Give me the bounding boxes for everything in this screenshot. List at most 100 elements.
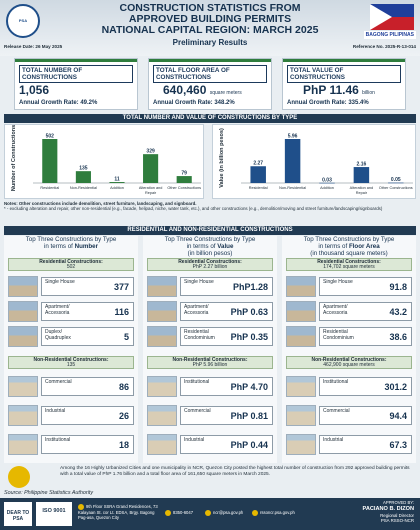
list-item-box: Residential Condominium 38.6 xyxy=(319,327,412,346)
list-item-box: Single House 377 xyxy=(41,277,134,296)
list-item-name: Commercial xyxy=(184,408,211,414)
notes-line-2: * - excluding alteration and repair, oth… xyxy=(4,206,383,212)
header: PSA CONSTRUCTION STATISTICS FROM APPROVE… xyxy=(0,0,420,56)
commercial-building-icon xyxy=(147,434,177,455)
non-residential-subheading-title: Non-Residential Constructions: xyxy=(311,356,387,363)
list-item-name: Institutional xyxy=(323,379,349,385)
chart-data-label: 329 xyxy=(146,149,155,155)
list-item-box: Apartment/ Accessoria PhP 0.63 xyxy=(180,302,273,321)
kpi-unit: billion xyxy=(362,90,375,96)
residential-building-icon xyxy=(8,276,38,297)
list-item: Commercial 94.4 xyxy=(286,405,412,426)
residential-subheading-title: Residential Constructions: xyxy=(178,258,242,265)
list-item-value: 5 xyxy=(123,332,129,342)
non-residential-subheading-total: 462,900 square meters xyxy=(323,362,375,369)
list-item: Apartment/ Accessoria PhP 0.63 xyxy=(147,301,273,322)
list-item-name: Commercial xyxy=(45,379,72,385)
chart-category-label: Other Constructions xyxy=(379,186,413,190)
type-section-title: TOTAL NUMBER AND VALUE OF CONSTRUCTIONS … xyxy=(4,114,416,123)
kpi-value: 640,460 square meters xyxy=(163,83,242,97)
non-residential-subheading-title: Non-Residential Constructions: xyxy=(172,356,248,363)
list-item-name: Residential Condominium xyxy=(184,329,215,341)
chart-bar xyxy=(75,171,91,183)
residential-subheading-total: 174,702 square meters xyxy=(323,264,375,271)
chart-data-label: 0.05 xyxy=(391,177,401,183)
column-heading-unit: (in thousand square meters) xyxy=(310,250,388,257)
chart-category-label: Repair xyxy=(145,191,157,195)
chart-category-label: Repair xyxy=(356,191,368,195)
list-item-box: Commercial 94.4 xyxy=(319,406,412,425)
list-item-box: Single House PhP1.28 xyxy=(180,277,273,296)
footer-address: 9th Floor SSRA Grand Residences, 73 Kala… xyxy=(78,504,158,520)
kpi-label: TOTAL VALUE OF CONSTRUCTIONS xyxy=(287,65,401,83)
commercial-building-icon xyxy=(8,405,38,426)
chart-data-label: 135 xyxy=(79,166,88,172)
commercial-building-icon xyxy=(286,376,316,397)
bagong-pilipinas-label: BAGONG PILIPINAS xyxy=(363,31,416,39)
list-item: Institutional 301.2 xyxy=(286,376,412,397)
footer-phone: 8350-6047 xyxy=(165,510,193,516)
list-item-box: Residential Condominium PhP 0.35 xyxy=(180,327,273,346)
list-item-box: Industrial 26 xyxy=(41,406,134,425)
chart-bar xyxy=(250,166,266,183)
psa-logo: PSA xyxy=(6,4,40,38)
list-item-value: 301.2 xyxy=(384,382,407,392)
signatory-name: PACIANO B. DIZON xyxy=(362,506,414,512)
kpi-growth-label: Annual Growth Rate: xyxy=(287,100,347,106)
chart-bar xyxy=(319,182,335,184)
commercial-building-icon xyxy=(286,405,316,426)
number-by-type-chart: Number of Constructions 502 Residential 135… xyxy=(11,125,201,195)
residential-subheading-title: Residential Constructions: xyxy=(39,258,103,265)
chart-category-label: Other Constructions xyxy=(167,186,201,190)
column-heading-metric: in terms of Number xyxy=(4,243,138,250)
value-by-type-chart: Value (in billion pesos) 2.27 Residential 5… xyxy=(219,128,413,195)
list-item-value: PhP 0.63 xyxy=(230,307,268,317)
chart-category-label: Addition xyxy=(110,186,124,190)
kpi-growth-value: 49.2% xyxy=(80,100,98,106)
web-icon xyxy=(252,510,258,516)
residential-subheading: Residential Constructions: PhP 2.27 billi… xyxy=(147,258,273,271)
philippine-flag-icon xyxy=(370,4,414,30)
non-residential-subheading: Non-Residential Constructions: 135 xyxy=(8,356,134,369)
footer-web[interactable]: rssoncr.psa.gov.ph xyxy=(252,510,295,516)
title-line-2: APPROVED BUILDING PERMITS xyxy=(128,13,292,25)
non-residential-subheading-total: PhP 5.96 billion xyxy=(192,362,228,369)
list-item-name: Industrial xyxy=(184,437,205,443)
chart-data-label: 502 xyxy=(46,134,55,140)
residential-building-icon xyxy=(286,326,316,347)
list-item-name: Residential Condominium xyxy=(323,329,354,341)
column-heading-line: Top Three Constructions by Type xyxy=(303,236,395,243)
list-item-box: Commercial PhP 0.81 xyxy=(180,406,273,425)
residential-building-icon xyxy=(8,326,38,347)
residential-building-icon xyxy=(147,276,177,297)
notes-line-1: Notes: Other constructions include demol… xyxy=(4,201,197,206)
column-heading: Top Three Constructions by Type in terms … xyxy=(282,236,416,257)
column-heading-unit: (in billion pesos) xyxy=(187,250,233,257)
list-item-value: 94.4 xyxy=(389,411,407,421)
list-item-name: Institutional xyxy=(45,437,71,443)
footer-email[interactable]: ncr@psa.gov.ph xyxy=(205,510,243,516)
footer-email-text: ncr@psa.gov.ph xyxy=(213,510,244,516)
chart-category-label: Addition xyxy=(320,186,334,190)
list-item-name: Commercial xyxy=(323,408,350,414)
list-item-box: Industrial PhP 0.44 xyxy=(180,435,273,454)
residential-building-icon xyxy=(147,301,177,322)
column-heading-bold: Number xyxy=(74,243,98,250)
list-item-value: 26 xyxy=(118,411,129,421)
chart-ylabel: Number of Constructions xyxy=(11,125,17,191)
list-item-box: Institutional 301.2 xyxy=(319,377,412,396)
chart-bar xyxy=(42,139,58,183)
non-residential-subheading-title: Non-Residential Constructions: xyxy=(33,356,109,363)
column-heading-bold: Value xyxy=(217,243,234,250)
page-title: CONSTRUCTION STATISTICS FROM APPROVED BU… xyxy=(60,3,360,36)
chart-category-label: Residential xyxy=(249,186,268,190)
kpi-growth: Annual Growth Rate: 49.2% xyxy=(19,100,97,106)
list-item: Apartment/ Accessoria 116 xyxy=(8,301,134,322)
signatory-role: Regional Director PSA RSSO-NCR xyxy=(380,513,414,523)
column-heading-mid: in terms of xyxy=(44,243,75,250)
list-item-name: Industrial xyxy=(323,437,344,443)
column-heading: Top Three Constructions by Type in terms … xyxy=(143,236,277,257)
list-item-value: 86 xyxy=(118,382,129,392)
kpi-growth: Annual Growth Rate: 348.2% xyxy=(153,100,235,106)
kpi-accent-bar xyxy=(149,59,271,62)
